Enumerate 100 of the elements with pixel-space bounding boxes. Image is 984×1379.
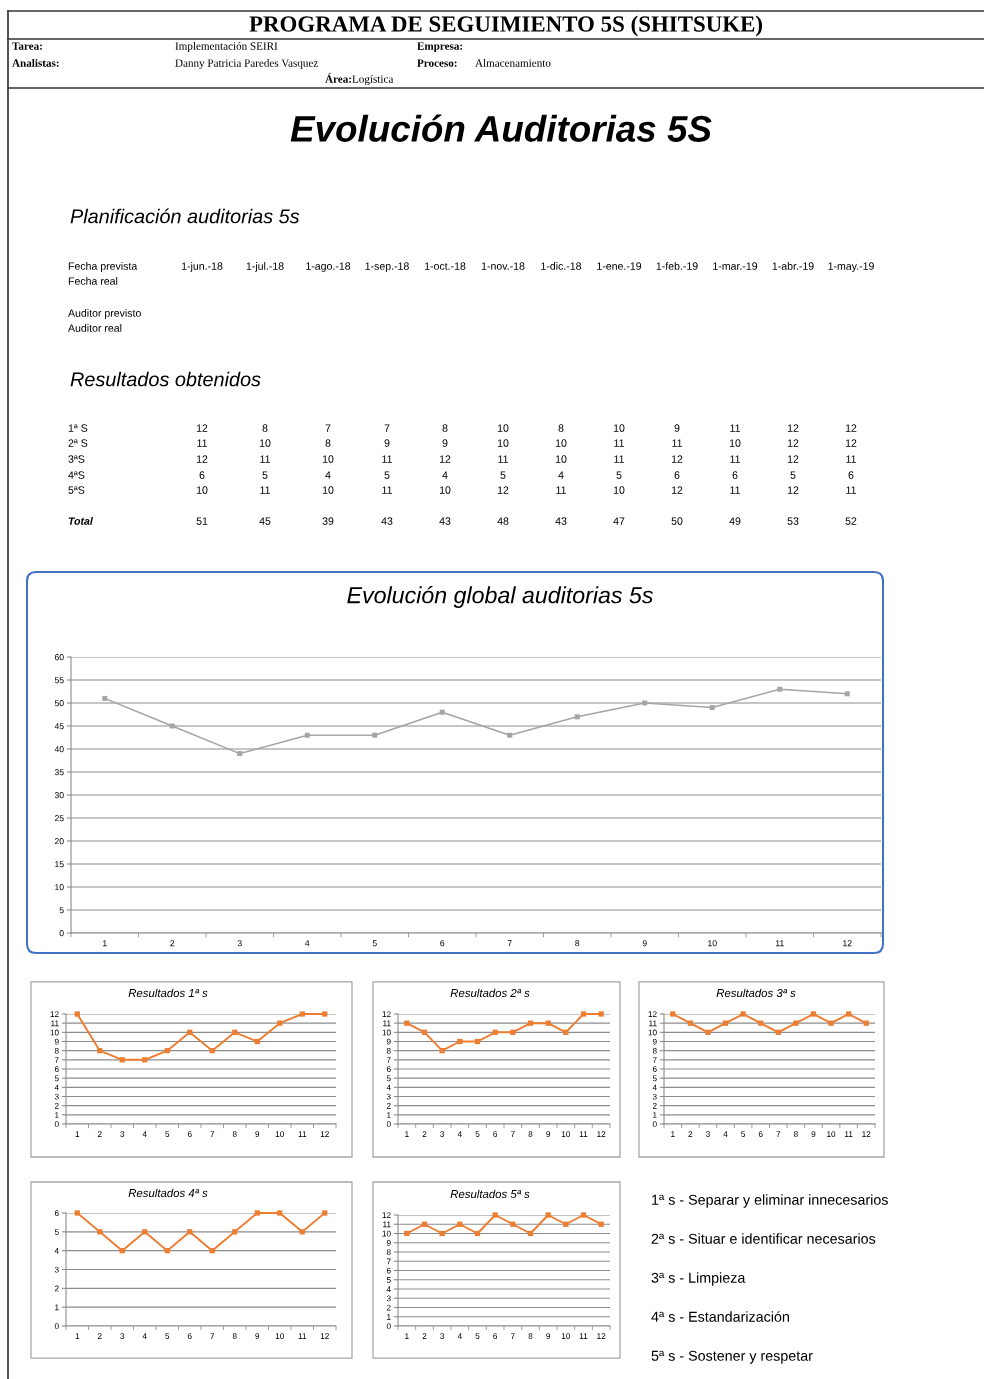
x-tick-label: 1 <box>405 1131 409 1137</box>
point <box>844 691 850 697</box>
text: 10 <box>322 455 334 463</box>
x-tick-label: 5 <box>372 940 377 947</box>
point <box>828 1020 834 1026</box>
y-tick-label: 12 <box>50 1011 59 1017</box>
text: 6 <box>848 471 854 479</box>
text: 5 <box>262 471 268 479</box>
text: 11 <box>614 455 624 463</box>
x-tick-label: 7 <box>510 1333 515 1339</box>
text: 1-oct.-18 <box>424 262 466 270</box>
y-tick-label: 8 <box>386 1249 391 1256</box>
y-tick-label: 12 <box>648 1011 657 1017</box>
x-tick-label: 10 <box>827 1131 836 1137</box>
x-tick-label: 3 <box>237 940 242 947</box>
text: Empresa: <box>417 42 463 53</box>
x-tick-label: 10 <box>275 1131 284 1137</box>
x-tick-label: 2 <box>422 1333 427 1339</box>
x-tick-label: 12 <box>843 940 852 947</box>
text: 10 <box>729 439 741 447</box>
text: 11 <box>556 486 566 494</box>
x-tick-label: 2 <box>688 1131 693 1137</box>
text: 1-nov.-18 <box>481 262 525 270</box>
x-tick-label: 11 <box>579 1131 588 1137</box>
point <box>322 1011 328 1017</box>
text: 12 <box>787 424 799 432</box>
point <box>169 723 175 729</box>
y-tick-label: 9 <box>386 1240 391 1246</box>
text: 1-dic.-18 <box>541 262 582 270</box>
text: 11 <box>730 424 740 432</box>
y-tick-label: 20 <box>54 838 64 845</box>
text: 10 <box>196 486 208 494</box>
x-tick-label: 9 <box>255 1131 260 1137</box>
chart-title: Resultados 1ª s <box>128 988 208 998</box>
text: 50 <box>671 517 683 525</box>
y-tick-label: 7 <box>652 1057 657 1063</box>
text: 1-feb.-19 <box>656 262 698 270</box>
y-tick-label: 11 <box>649 1020 657 1027</box>
y-tick-label: 3 <box>54 1093 59 1100</box>
x-tick-label: 6 <box>440 940 445 947</box>
y-tick-label: 55 <box>54 677 64 684</box>
y-tick-label: 4 <box>652 1084 657 1091</box>
x-tick-label: 2 <box>97 1131 102 1137</box>
y-tick-label: 40 <box>54 746 64 753</box>
text: 10 <box>439 486 451 494</box>
y-tick-label: 11 <box>383 1221 391 1228</box>
y-tick-label: 8 <box>386 1047 391 1054</box>
x-tick-label: 8 <box>528 1131 533 1137</box>
y-tick-label: 4 <box>386 1286 391 1292</box>
point <box>545 1212 551 1218</box>
x-tick-label: 3 <box>440 1131 445 1137</box>
text: 11 <box>672 439 682 447</box>
text: 1-may.-19 <box>828 262 874 272</box>
text: 6 <box>732 471 738 479</box>
y-tick-label: 11 <box>51 1020 59 1027</box>
text: 1-jun.-18 <box>181 262 223 272</box>
point <box>102 695 108 701</box>
text: 11 <box>846 486 856 494</box>
x-tick-label: 1 <box>75 1333 80 1339</box>
text: 4 <box>558 471 564 479</box>
y-tick-label: 5 <box>386 1075 391 1082</box>
x-tick-label: 8 <box>575 940 580 947</box>
text: 12 <box>845 439 857 447</box>
x-tick-label: 3 <box>120 1131 125 1137</box>
y-tick-label: 0 <box>54 1323 59 1330</box>
text: 1-ene.-19 <box>597 262 642 270</box>
y-tick-label: 6 <box>54 1066 59 1073</box>
text: 43 <box>555 517 567 525</box>
y-tick-label: 10 <box>382 1029 391 1036</box>
y-tick-label: 0 <box>652 1121 657 1128</box>
y-tick-label: 2 <box>652 1102 657 1109</box>
text: Área: <box>325 73 352 83</box>
text: Fecha prevista <box>68 262 138 272</box>
text: 5 <box>616 471 622 479</box>
x-tick-label: 10 <box>708 940 717 947</box>
y-tick-label: 2 <box>386 1102 391 1109</box>
x-tick-label: 4 <box>142 1333 147 1339</box>
text: 8 <box>558 424 564 432</box>
y-tick-label: 35 <box>54 769 64 776</box>
y-tick-label: 6 <box>652 1066 657 1073</box>
text: 10 <box>497 424 509 432</box>
x-tick-label: 9 <box>255 1333 260 1339</box>
x-tick-label: 5 <box>475 1333 480 1339</box>
y-tick-label: 10 <box>55 884 64 891</box>
x-tick-label: 8 <box>232 1333 237 1339</box>
y-tick-label: 10 <box>648 1029 657 1036</box>
x-tick-label: 4 <box>457 1333 462 1339</box>
text: 51 <box>196 517 208 525</box>
text: 10 <box>555 455 567 463</box>
x-tick-label: 7 <box>510 1131 515 1137</box>
text: 1-jul.-18 <box>246 262 284 272</box>
y-tick-label: 5 <box>386 1277 391 1283</box>
y-tick-label: 2 <box>386 1304 391 1311</box>
x-tick-label: 12 <box>597 1333 606 1339</box>
x-tick-label: 8 <box>528 1333 533 1339</box>
y-tick-label: 6 <box>54 1210 59 1217</box>
x-tick-label: 11 <box>775 940 784 947</box>
point <box>492 1212 498 1218</box>
text: Analistas: <box>12 58 59 67</box>
text: 12 <box>671 455 683 463</box>
